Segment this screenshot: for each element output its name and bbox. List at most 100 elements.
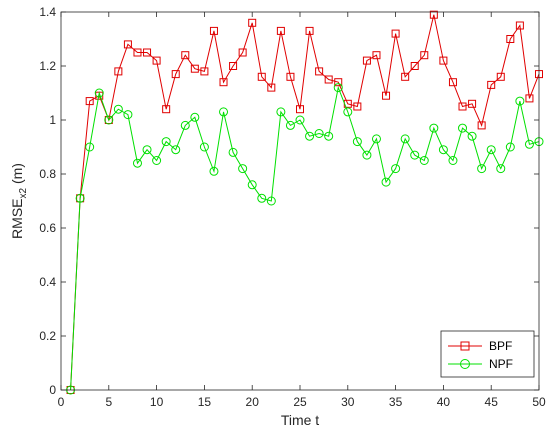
data-point-bpf bbox=[525, 94, 534, 103]
data-point-bpf bbox=[487, 80, 496, 89]
data-point-bpf bbox=[85, 97, 94, 106]
x-tick-label: 0 bbox=[58, 395, 65, 409]
legend-label-bpf: BPF bbox=[489, 339, 512, 353]
data-point-npf bbox=[515, 96, 525, 106]
data-point-npf bbox=[381, 177, 391, 187]
data-point-bpf bbox=[162, 105, 171, 114]
data-point-bpf bbox=[276, 26, 285, 35]
data-point-bpf bbox=[229, 62, 238, 70]
data-point-npf bbox=[219, 107, 229, 117]
data-point-npf bbox=[429, 123, 439, 133]
x-tick-label: 40 bbox=[437, 395, 451, 409]
data-point-npf bbox=[228, 147, 238, 157]
data-point-bpf bbox=[353, 102, 362, 111]
x-axis-title: Time t bbox=[281, 412, 319, 428]
y-axis-title-unit: (m) bbox=[9, 163, 25, 188]
data-point-bpf bbox=[420, 51, 429, 60]
data-point-npf bbox=[458, 123, 468, 133]
x-tick-label: 5 bbox=[105, 395, 112, 409]
data-point-bpf bbox=[296, 105, 304, 114]
data-point-npf bbox=[190, 112, 200, 122]
data-point-npf bbox=[75, 193, 85, 203]
data-point-npf bbox=[209, 166, 219, 176]
x-tick-label: 25 bbox=[293, 395, 307, 409]
data-point-npf bbox=[199, 142, 209, 152]
data-point-bpf bbox=[219, 78, 228, 87]
x-tick-label: 45 bbox=[485, 395, 499, 409]
data-point-bpf bbox=[133, 48, 142, 57]
data-point-bpf bbox=[143, 48, 152, 57]
data-point-npf bbox=[132, 158, 142, 168]
data-point-bpf bbox=[448, 78, 457, 87]
x-tick-label: 10 bbox=[150, 395, 164, 409]
data-point-npf bbox=[419, 156, 429, 165]
data-point-npf bbox=[171, 145, 181, 155]
data-point-bpf bbox=[410, 62, 419, 70]
data-point-npf bbox=[448, 156, 458, 165]
series-line-npf bbox=[70, 85, 540, 391]
data-point-npf bbox=[524, 139, 534, 149]
data-point-bpf bbox=[114, 67, 123, 76]
data-point-bpf bbox=[209, 26, 218, 35]
series-line-bpf bbox=[70, 14, 540, 391]
x-tick-label: 20 bbox=[246, 395, 260, 409]
x-tick-label: 15 bbox=[198, 395, 212, 409]
data-point-bpf bbox=[238, 48, 247, 57]
data-point-npf bbox=[123, 110, 133, 120]
data-point-bpf bbox=[190, 64, 199, 73]
data-point-npf bbox=[247, 180, 257, 190]
data-point-npf bbox=[496, 164, 506, 174]
data-point-bpf bbox=[496, 72, 505, 81]
data-point-npf bbox=[152, 156, 162, 165]
data-point-bpf bbox=[468, 99, 477, 108]
ticks-layer: 0 5 10 15 20 25 30 35 40 45 50 0 0.2 0.4 0.6 0.8 1 1.2 1.4 bbox=[39, 5, 546, 409]
data-point-bpf bbox=[506, 35, 515, 43]
data-point-npf bbox=[285, 120, 295, 130]
y-axis-title-base: RMSE bbox=[9, 199, 25, 239]
data-point-npf bbox=[276, 107, 286, 117]
data-point-npf bbox=[314, 129, 324, 138]
y-tick-label: 1.2 bbox=[39, 59, 56, 73]
data-point-npf bbox=[324, 131, 334, 141]
data-point-npf bbox=[104, 115, 114, 125]
data-point-bpf bbox=[372, 51, 381, 60]
data-point-bpf bbox=[315, 67, 324, 76]
data-point-npf bbox=[257, 193, 267, 203]
data-point-npf bbox=[505, 142, 515, 152]
y-tick-label: 0.6 bbox=[39, 221, 56, 235]
legend-box bbox=[440, 330, 535, 378]
data-point-npf bbox=[305, 131, 315, 141]
data-point-bpf bbox=[382, 91, 391, 100]
data-point-npf bbox=[371, 134, 381, 144]
data-point-bpf bbox=[429, 10, 438, 19]
data-point-npf bbox=[362, 150, 372, 160]
y-tick-label: 0.4 bbox=[39, 275, 56, 289]
data-point-npf bbox=[343, 107, 353, 117]
legend: BPF NPF bbox=[440, 330, 535, 378]
data-point-npf bbox=[477, 164, 487, 174]
data-point-npf bbox=[295, 115, 305, 125]
data-point-npf bbox=[142, 145, 152, 155]
data-point-npf bbox=[467, 131, 477, 141]
y-tick-label: 0.8 bbox=[39, 167, 56, 181]
y-tick-label: 1.4 bbox=[39, 5, 56, 19]
data-point-bpf bbox=[152, 56, 161, 65]
data-point-npf bbox=[85, 142, 95, 152]
data-point-bpf bbox=[458, 102, 467, 111]
data-point-bpf bbox=[401, 72, 410, 81]
data-point-bpf bbox=[334, 78, 343, 87]
data-point-bpf bbox=[362, 56, 371, 65]
data-point-bpf bbox=[171, 70, 180, 79]
data-point-bpf bbox=[391, 29, 400, 38]
data-point-bpf bbox=[181, 51, 190, 60]
data-point-npf bbox=[94, 88, 104, 98]
data-point-npf bbox=[161, 137, 171, 147]
data-point-npf bbox=[238, 164, 248, 174]
data-point-bpf bbox=[257, 72, 266, 81]
plot-area bbox=[61, 12, 539, 390]
data-point-bpf bbox=[123, 40, 132, 49]
data-point-npf bbox=[438, 145, 448, 155]
x-tick-label: 35 bbox=[389, 395, 403, 409]
data-point-npf bbox=[113, 104, 123, 114]
